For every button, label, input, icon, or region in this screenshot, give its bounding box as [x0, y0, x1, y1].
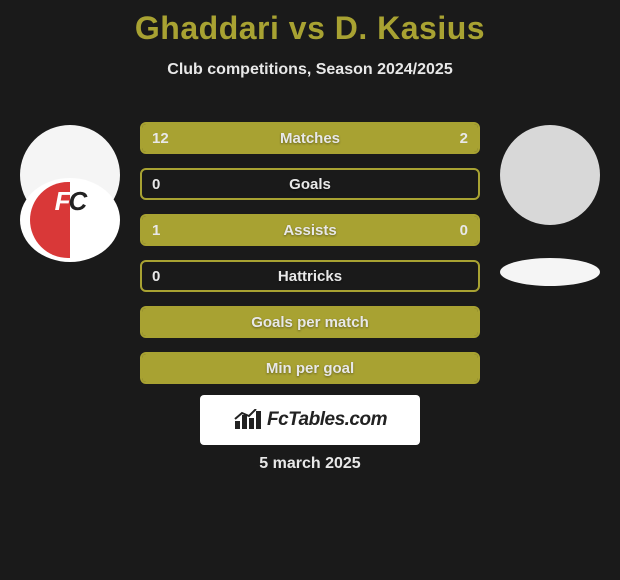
player-2-avatar	[500, 125, 600, 225]
stat-row-goals: 0 Goals	[140, 168, 480, 200]
stat-label: Hattricks	[142, 262, 478, 290]
stat-label: Matches	[142, 124, 478, 152]
club-1-shield: FC	[30, 182, 110, 258]
stat-right-value: 2	[460, 124, 468, 152]
player-1-name: Ghaddari	[135, 10, 279, 46]
brand-text: FcTables.com	[267, 409, 387, 431]
brand-chart-icon	[233, 409, 261, 431]
date: 5 march 2025	[0, 455, 620, 473]
stat-label: Assists	[142, 216, 478, 244]
player-2-name: D. Kasius	[335, 10, 485, 46]
stat-label: Goals per match	[142, 308, 478, 336]
stat-label: Min per goal	[142, 354, 478, 382]
stat-right-value: 0	[460, 216, 468, 244]
club-letter-f: F	[55, 186, 69, 216]
stat-row-matches: 12 Matches 2	[140, 122, 480, 154]
title-vs: vs	[289, 10, 326, 46]
stats-bars: 12 Matches 2 0 Goals 1 Assists 0 0 Hattr…	[140, 122, 480, 398]
stat-row-goals-per-match: Goals per match	[140, 306, 480, 338]
stat-row-hattricks: 0 Hattricks	[140, 260, 480, 292]
club-letter-c: C	[69, 186, 86, 216]
stat-label: Goals	[142, 170, 478, 198]
page-title: Ghaddari vs D. Kasius	[0, 0, 620, 47]
club-1-badge: FC	[20, 178, 120, 262]
brand-box: FcTables.com	[200, 395, 420, 445]
stat-row-min-per-goal: Min per goal	[140, 352, 480, 384]
subtitle: Club competitions, Season 2024/2025	[0, 61, 620, 79]
stat-row-assists: 1 Assists 0	[140, 214, 480, 246]
club-2-badge	[500, 258, 600, 286]
club-letters: FC	[30, 192, 110, 212]
